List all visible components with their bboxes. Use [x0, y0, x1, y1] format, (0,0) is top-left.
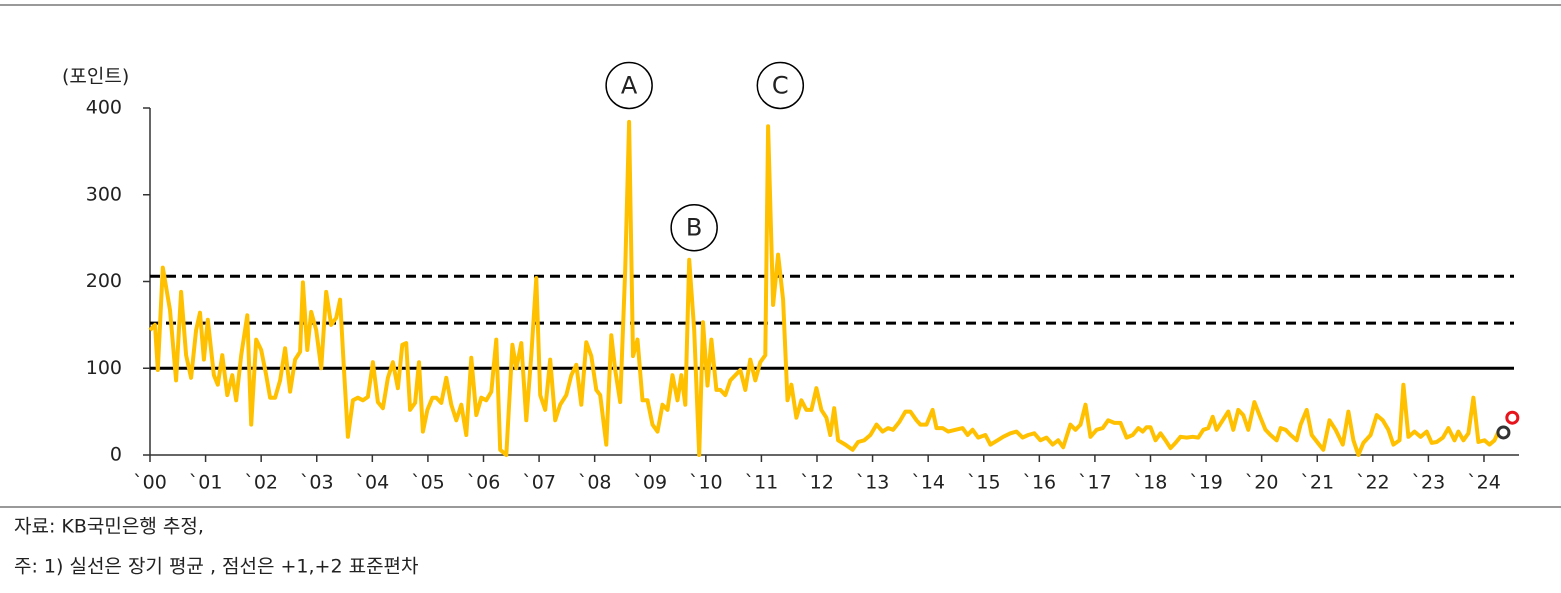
source: 자료: KB국민은행 추정,	[14, 516, 204, 538]
y-axis-label: (포인트)	[62, 66, 129, 88]
x-tick-label: `04	[355, 472, 389, 494]
x-tick-label: `15	[967, 472, 1001, 494]
x-tick-label: `24	[1467, 472, 1501, 494]
y-tick-label: 100	[86, 357, 122, 379]
x-tick-label: `18	[1134, 472, 1168, 494]
annotation: B	[686, 214, 702, 242]
x-tick-label: `02	[244, 472, 278, 494]
x-tick-label: `23	[1412, 472, 1446, 494]
y-tick-label: 200	[86, 270, 122, 292]
x-tick-label: `05	[411, 472, 445, 494]
x-tick-label: `08	[578, 472, 612, 494]
x-tick-label: `06	[467, 472, 501, 494]
x-tick-label: `00	[133, 472, 167, 494]
annotation: A	[621, 71, 638, 99]
x-tick-label: `01	[189, 472, 223, 494]
x-tick-label: `09	[633, 472, 667, 494]
x-tick-label: `13	[856, 472, 890, 494]
x-tick-label: `19	[1189, 472, 1223, 494]
x-tick-label: `22	[1356, 472, 1390, 494]
end-marker	[1505, 410, 1520, 425]
x-tick-label: `14	[911, 472, 945, 494]
data-line	[148, 119, 1501, 457]
x-tick-label: `20	[1245, 472, 1279, 494]
annotation: C	[772, 71, 789, 99]
x-tick-label: `21	[1300, 472, 1334, 494]
annotation-circle	[756, 61, 805, 110]
y-tick-label: 300	[86, 183, 122, 205]
y-tick-label: 400	[86, 97, 122, 119]
annotation-circle	[670, 203, 718, 252]
end-marker	[1496, 425, 1511, 440]
x-tick-label: `07	[522, 472, 556, 494]
x-tick-label: `03	[300, 472, 334, 494]
x-tick-label: `11	[745, 472, 779, 494]
x-tick-label: `16	[1022, 472, 1056, 494]
x-tick-label: `10	[689, 472, 723, 494]
x-tick-label: `12	[800, 472, 834, 494]
annotation-circle	[605, 61, 653, 110]
y-tick-label: 0	[110, 444, 122, 466]
x-tick-label: `17	[1078, 472, 1112, 494]
note: 주: 1) 실선은 장기 평균 , 점선은 +1,+2 표준편차	[14, 556, 419, 578]
